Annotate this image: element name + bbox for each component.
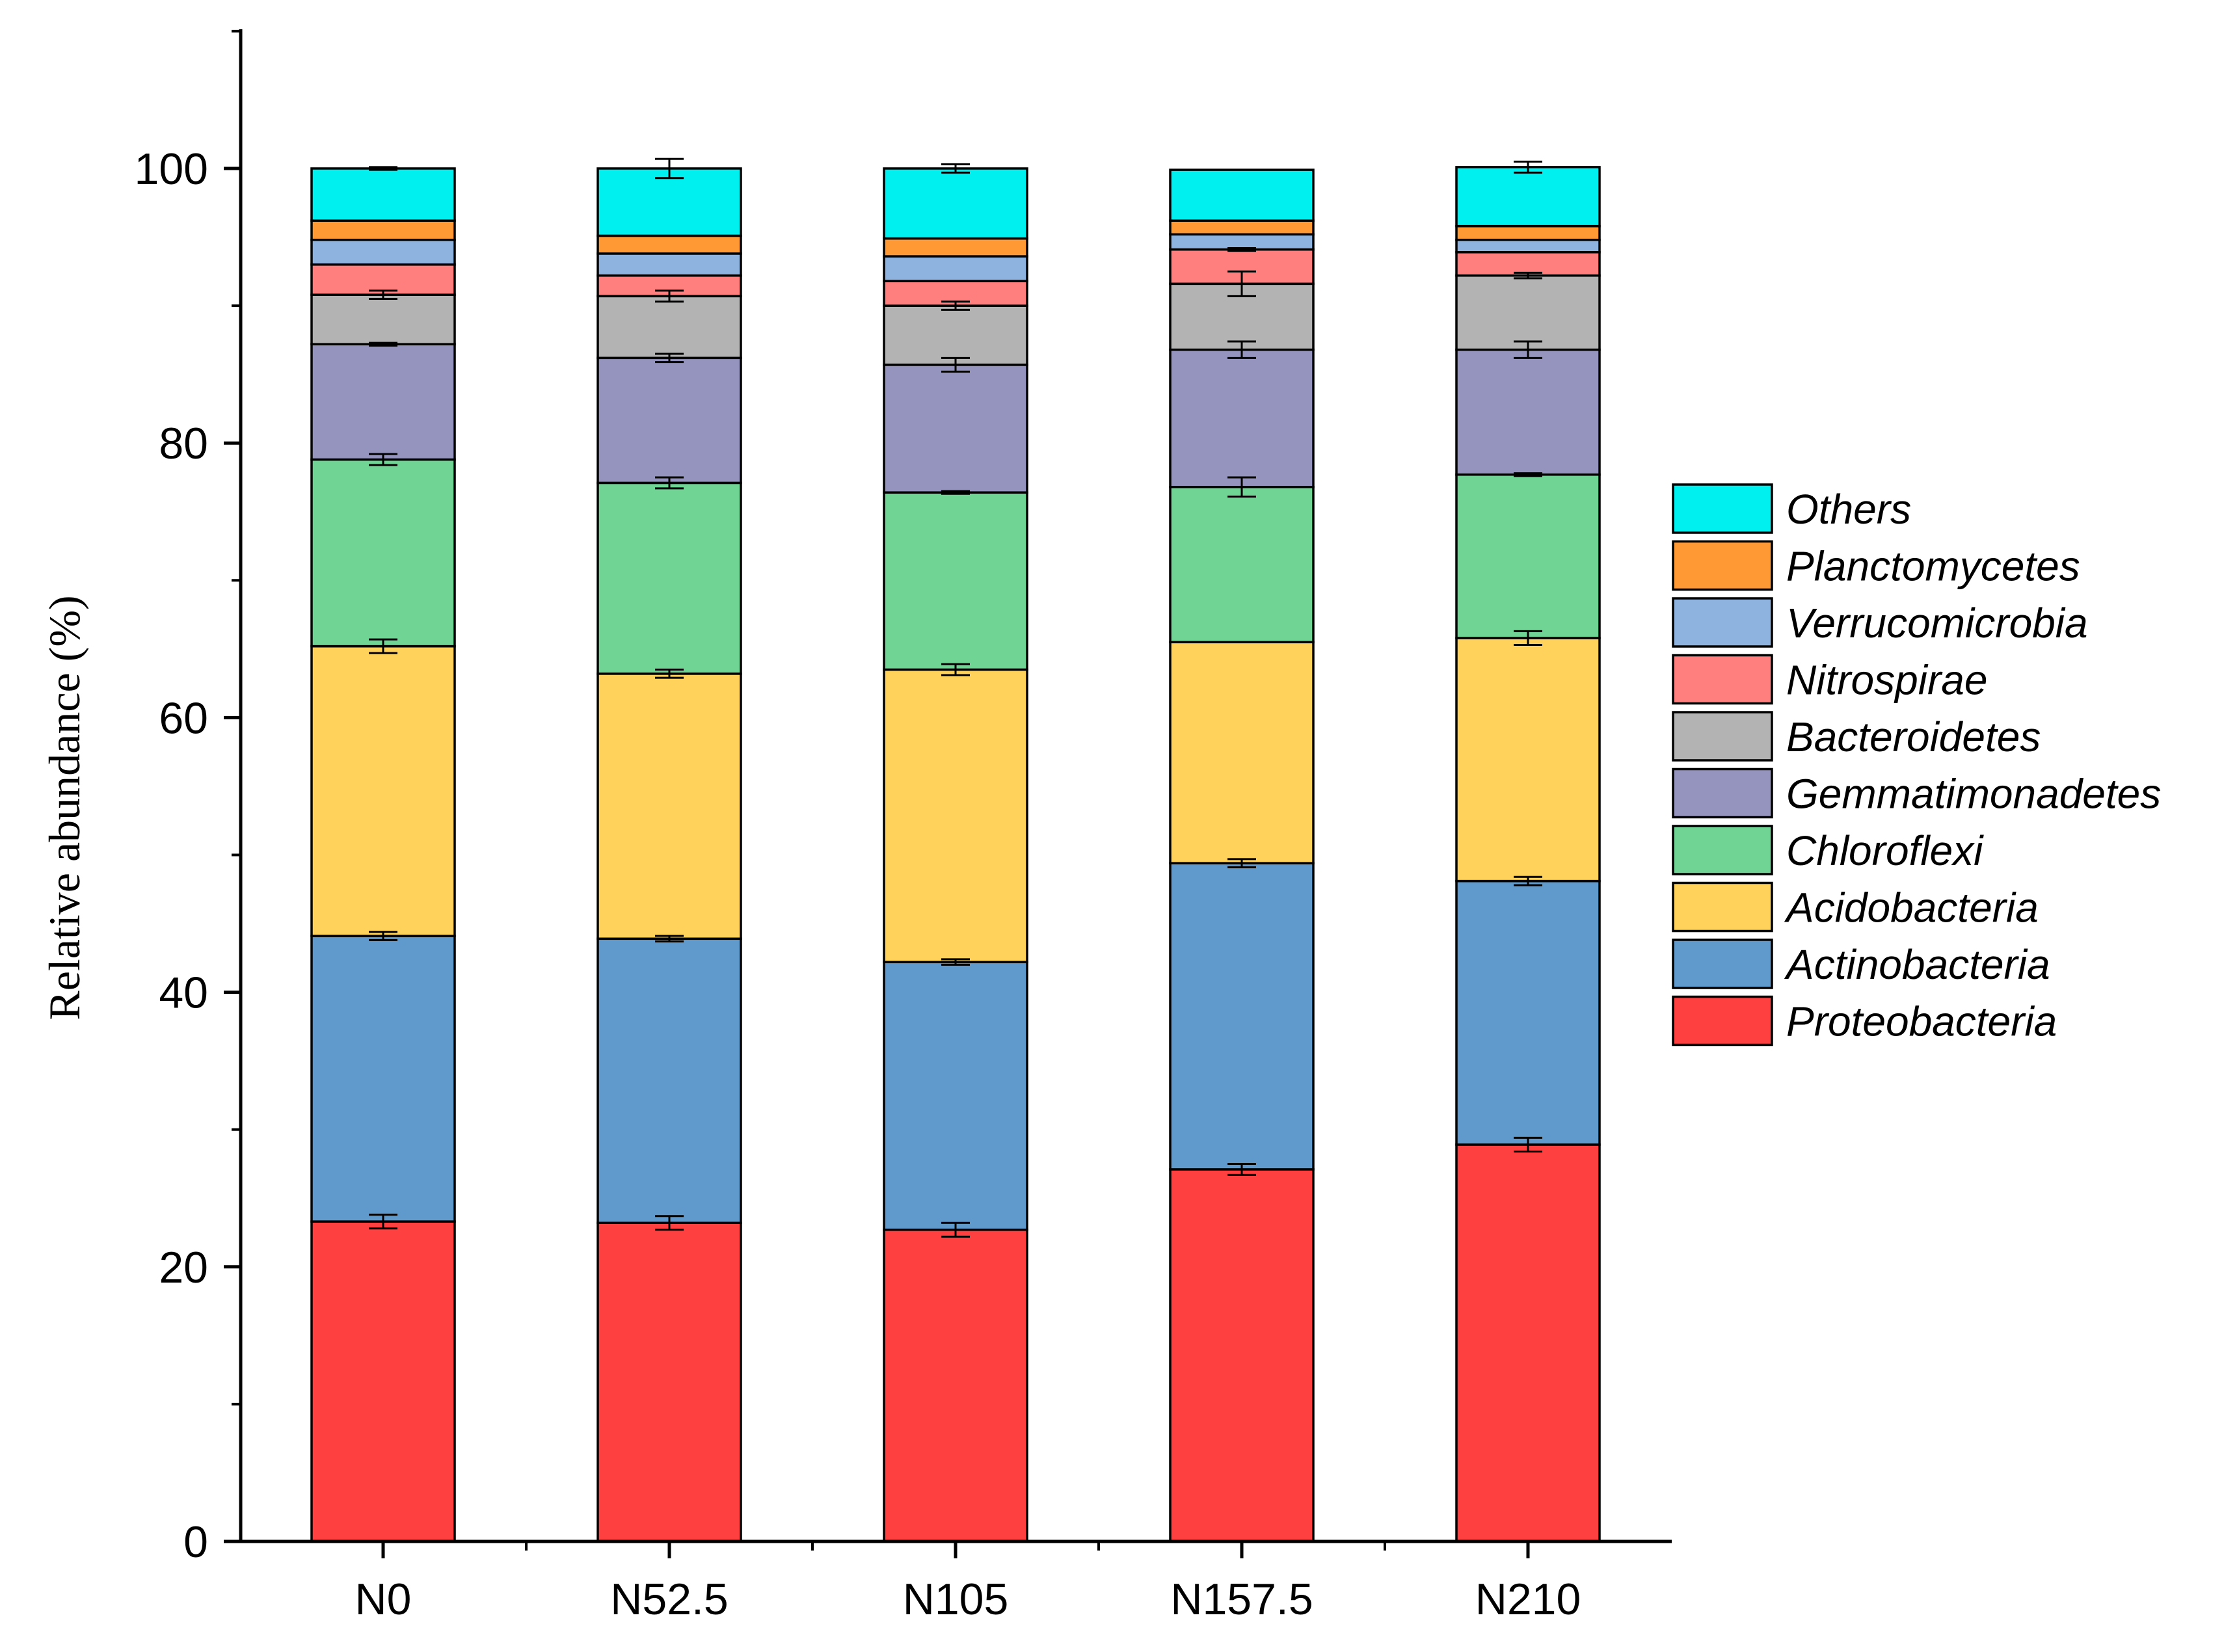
bar-segment-bacteroidetes-n0: [310, 293, 456, 345]
legend-swatch-bacteroidetes: [1672, 711, 1773, 762]
legend-swatch-acidobacteria: [1672, 881, 1773, 933]
bar-segment-verrucomicrobia-n210: [1455, 239, 1601, 254]
bar-segment-others-n105: [883, 167, 1028, 240]
bar-segment-gemmatimonadetes-n52_5: [596, 356, 742, 485]
bar-segment-bacteroidetes-n210: [1455, 274, 1601, 351]
legend: Others Planctomycetes Verrucomicrobia Nitro…: [1672, 483, 2161, 1046]
legend-label-verrucomicrobia: Verrucomicrobia: [1786, 600, 2088, 646]
bar-segment-nitrospirae-n210: [1455, 251, 1601, 277]
bar-segment-acidobacteria-n210: [1455, 637, 1601, 883]
bar-segment-chloroflexi-n52_5: [596, 481, 742, 675]
x-tick-label: N210: [1475, 1575, 1581, 1624]
bar-segment-actinobacteria-n0: [310, 935, 456, 1223]
bar-segment-proteobacteria-n157_5: [1169, 1168, 1315, 1543]
bar-segment-actinobacteria-n105: [883, 961, 1028, 1231]
bar-segment-verrucomicrobia-n0: [310, 239, 456, 266]
bar-segment-planctomycetes-n105: [883, 237, 1028, 258]
y-axis-label: Relative abundance (%): [40, 595, 89, 1020]
legend-label-bacteroidetes: Bacteroidetes: [1786, 713, 2041, 760]
bar-segment-planctomycetes-n157_5: [1169, 219, 1315, 236]
legend-swatch-gemmatimonadetes: [1672, 767, 1773, 819]
bar-segment-acidobacteria-n105: [883, 668, 1028, 963]
legend-label-acidobacteria: Acidobacteria: [1784, 885, 2039, 931]
bar-segment-actinobacteria-n52_5: [596, 937, 742, 1224]
bar-segment-proteobacteria-n0: [310, 1220, 456, 1543]
bar-segment-chloroflexi-n105: [883, 491, 1028, 671]
bar-segment-others-n210: [1455, 166, 1601, 228]
bar-segment-gemmatimonadetes-n157_5: [1169, 348, 1315, 488]
bar-segment-proteobacteria-n210: [1455, 1143, 1601, 1543]
bar-segment-gemmatimonadetes-n210: [1455, 348, 1601, 476]
bar-segment-gemmatimonadetes-n105: [883, 364, 1028, 494]
y-tick-label: 80: [159, 419, 208, 468]
bar-segment-chloroflexi-n0: [310, 458, 456, 648]
bar-segment-planctomycetes-n210: [1455, 224, 1601, 241]
bar-segment-bacteroidetes-n52_5: [596, 295, 742, 360]
x-tick-label: N105: [903, 1575, 1009, 1624]
legend-label-planctomycetes: Planctomycetes: [1786, 543, 2080, 590]
bar-segment-proteobacteria-n105: [883, 1229, 1028, 1543]
x-tick-label: N157.5: [1170, 1575, 1313, 1624]
bar-segment-actinobacteria-n210: [1455, 879, 1601, 1146]
legend-label-actinobacteria: Actinobacteria: [1784, 941, 2050, 988]
y-tick-label: 60: [159, 693, 208, 743]
bar-segment-others-n157_5: [1169, 168, 1315, 222]
legend-swatch-planctomycetes: [1672, 540, 1773, 591]
legend-label-nitrospirae: Nitrospirae: [1786, 657, 1987, 704]
bar-segment-bacteroidetes-n105: [883, 304, 1028, 366]
y-tick-label: 40: [159, 968, 208, 1018]
legend-label-gemmatimonadetes: Gemmatimonadetes: [1786, 771, 2161, 818]
bar-segment-acidobacteria-n52_5: [596, 673, 742, 940]
bar-segment-acidobacteria-n157_5: [1169, 641, 1315, 864]
bar-segment-others-n0: [310, 167, 456, 222]
axes-layer: 0 20 40 60 80 100 N0 N52.5 N105 N157.5 N210: [135, 29, 1672, 1624]
legend-swatch-nitrospirae: [1672, 654, 1773, 705]
legend-swatch-proteobacteria: [1672, 995, 1773, 1046]
bar-segment-gemmatimonadetes-n0: [310, 343, 456, 461]
legend-label-others: Others: [1786, 486, 1911, 533]
legend-label-chloroflexi: Chloroflexi: [1786, 827, 1984, 874]
x-tick-label: N0: [355, 1575, 412, 1624]
y-tick-label: 0: [183, 1517, 208, 1567]
y-tick-label: 20: [159, 1243, 208, 1292]
bar-segment-verrucomicrobia-n52_5: [596, 252, 742, 277]
y-tick-label: 100: [135, 144, 208, 194]
bar-segment-actinobacteria-n157_5: [1169, 862, 1315, 1171]
bar-segment-verrucomicrobia-n105: [883, 255, 1028, 282]
error-bars-layer: [369, 157, 1542, 1238]
legend-swatch-actinobacteria: [1672, 939, 1773, 989]
bar-segment-planctomycetes-n0: [310, 219, 456, 241]
bar-segment-chloroflexi-n157_5: [1169, 486, 1315, 644]
legend-swatch-verrucomicrobia: [1672, 597, 1773, 648]
bars-layer: [310, 166, 1601, 1543]
bar-segment-proteobacteria-n52_5: [596, 1221, 742, 1543]
legend-swatch-others: [1672, 483, 1773, 534]
x-tick-label: N52.5: [610, 1575, 728, 1624]
legend-swatch-chloroflexi: [1672, 825, 1773, 875]
bar-segment-chloroflexi-n210: [1455, 473, 1601, 639]
legend-label-proteobacteria: Proteobacteria: [1786, 998, 2057, 1045]
bar-segment-planctomycetes-n52_5: [596, 234, 742, 255]
bar-segment-acidobacteria-n0: [310, 645, 456, 937]
